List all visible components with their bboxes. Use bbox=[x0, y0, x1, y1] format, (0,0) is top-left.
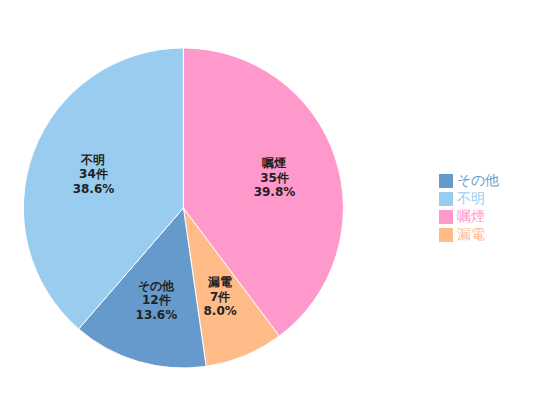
html-text:嘱煙: 嘱煙 bbox=[457, 208, 485, 224]
svg-text:漏電7件8.0%: 漏電7件8.0% bbox=[203, 275, 236, 318]
svg-text:その他12件13.6%: その他12件13.6% bbox=[136, 279, 178, 322]
html-text:その他: その他 bbox=[457, 172, 499, 188]
svg-text:不明34件38.6%: 不明34件38.6% bbox=[73, 153, 115, 196]
html-text:不明: 不明 bbox=[457, 190, 485, 206]
svg-text:嘱煙35件39.8%: 嘱煙35件39.8% bbox=[254, 156, 296, 199]
html-text:漏電: 漏電 bbox=[457, 226, 485, 242]
